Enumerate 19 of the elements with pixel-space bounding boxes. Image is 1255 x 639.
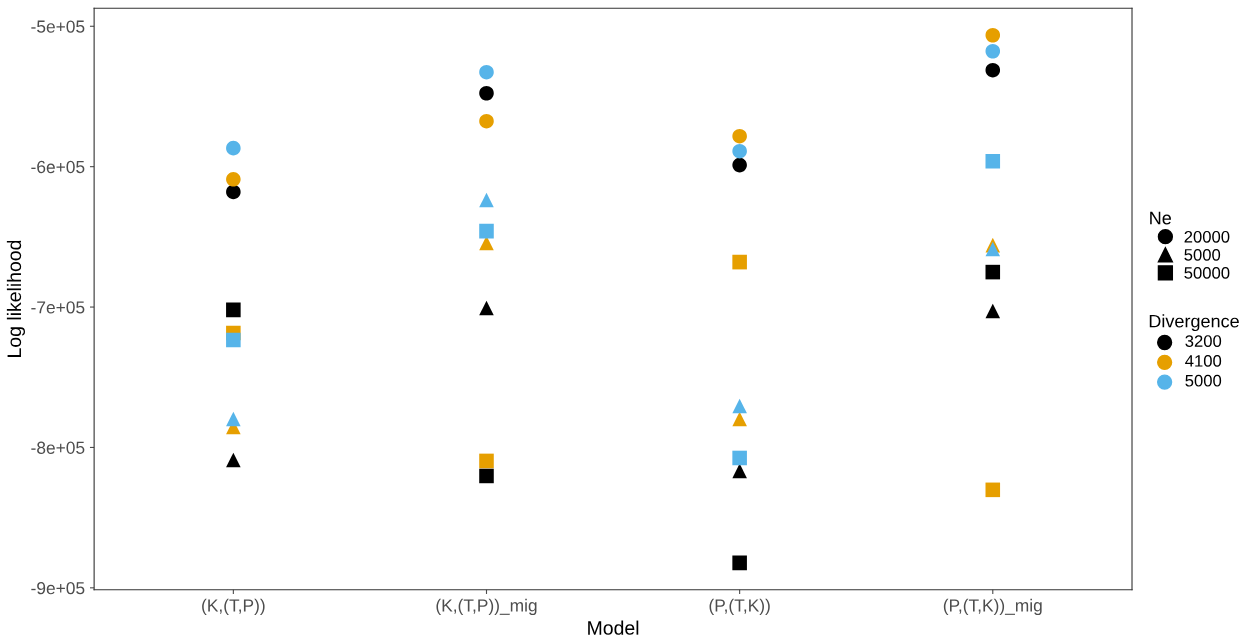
x-tick-label: (P,(T,K)) [709,598,770,615]
legend-label: 50000 [1184,266,1230,279]
y-tick-label: -8e+05 [31,441,85,454]
text: 4100 [1185,354,1222,367]
x-axis-title: Model [588,620,639,635]
legend-label: 5000 [1184,248,1221,261]
y-tick-label: -5e+05 [31,20,85,33]
legend-label: 20000 [1184,230,1230,243]
x-tick-label: (K,(T,P)) [202,598,265,615]
y-tick-label: -9e+05 [31,582,85,595]
x-tick-label: (K,(T,P))_mig [436,598,537,616]
y-tick-label: -7e+05 [31,301,85,314]
y-tick-label: -6e+05 [31,160,85,174]
x-tick-label: (P,(T,K))_mig [943,598,1042,616]
text: 5000 [1185,374,1222,387]
text: 3200 [1185,335,1222,347]
text: Divergence [1149,314,1239,332]
y-axis-title: Log likelihood [6,240,25,357]
legend-title: Ne [1150,211,1171,225]
